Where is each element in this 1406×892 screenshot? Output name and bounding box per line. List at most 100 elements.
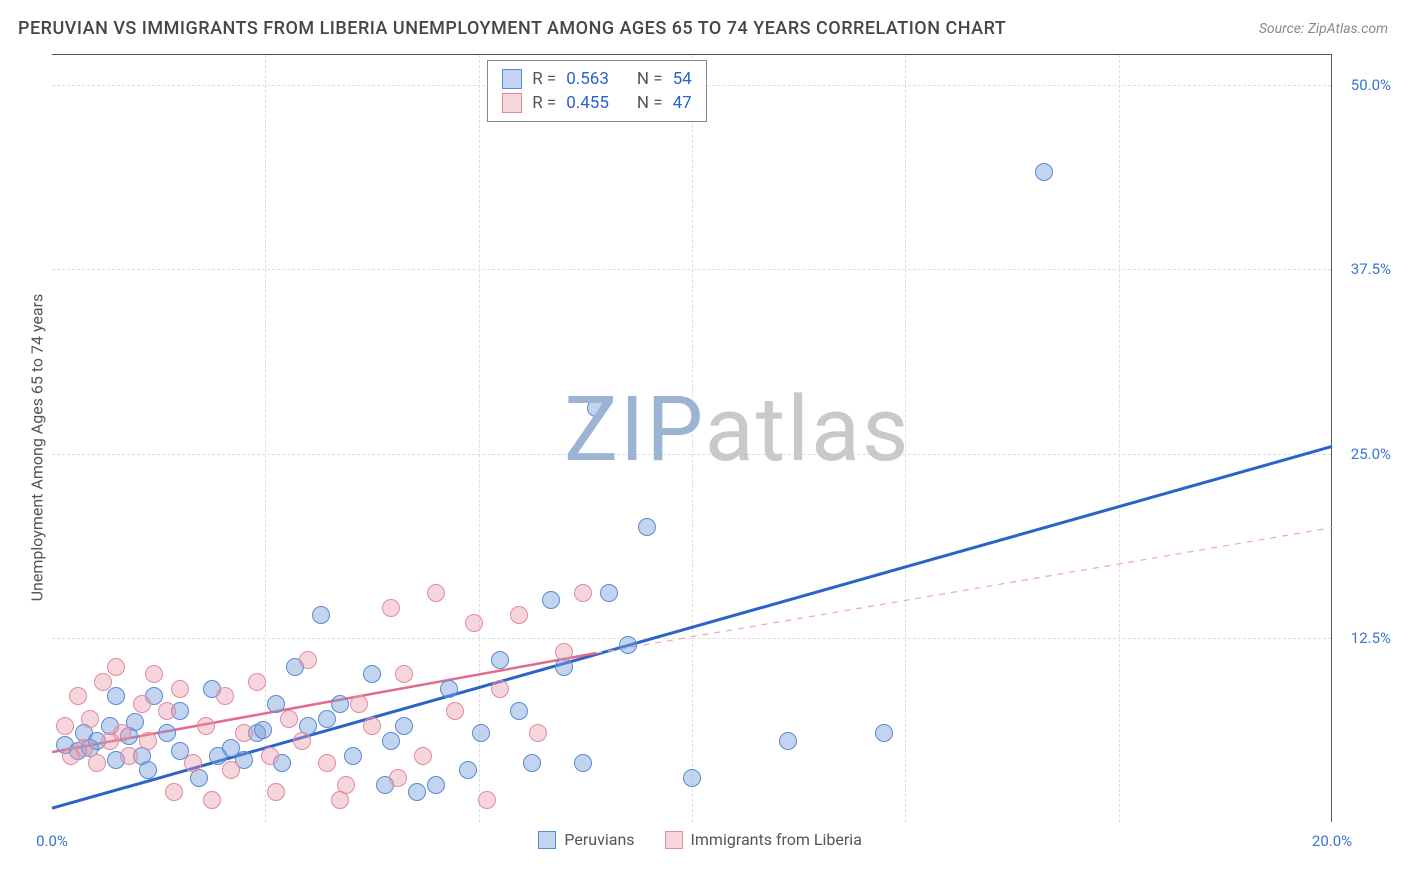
scatter-point xyxy=(139,732,157,750)
scatter-point xyxy=(491,651,509,669)
scatter-point xyxy=(165,783,183,801)
y-tick-label: 37.5% xyxy=(1336,260,1391,278)
scatter-point xyxy=(248,673,266,691)
scatter-point xyxy=(587,399,605,417)
title-bar: PERUVIAN VS IMMIGRANTS FROM LIBERIA UNEM… xyxy=(18,18,1388,39)
scatter-point xyxy=(280,710,298,728)
stat-r-value: 0.455 xyxy=(566,93,609,113)
scatter-point xyxy=(318,754,336,772)
stat-row: R = 0.563 N = 54 xyxy=(502,67,692,91)
scatter-point xyxy=(389,769,407,787)
series-legend-label: Peruvians xyxy=(564,830,634,849)
scatter-point xyxy=(638,518,656,536)
scatter-point xyxy=(344,747,362,765)
scatter-point xyxy=(600,584,618,602)
scatter-point xyxy=(574,754,592,772)
scatter-point xyxy=(472,724,490,742)
scatter-point xyxy=(363,665,381,683)
y-axis-label: Unemployment Among Ages 65 to 74 years xyxy=(28,278,47,618)
scatter-point xyxy=(107,687,125,705)
scatter-point xyxy=(203,791,221,809)
scatter-point xyxy=(446,702,464,720)
scatter-point xyxy=(216,687,234,705)
scatter-point xyxy=(261,747,279,765)
scatter-point xyxy=(382,599,400,617)
scatter-point xyxy=(318,710,336,728)
scatter-point xyxy=(139,761,157,779)
y-tick-label: 25.0% xyxy=(1336,445,1391,463)
scatter-point xyxy=(107,658,125,676)
scatter-point xyxy=(120,747,138,765)
series-legend-item: Peruvians xyxy=(538,830,634,849)
y-tick-label: 50.0% xyxy=(1336,76,1391,94)
scatter-point xyxy=(427,584,445,602)
scatter-point xyxy=(414,747,432,765)
scatter-point xyxy=(267,783,285,801)
stat-r-value: 0.563 xyxy=(566,69,609,89)
legend-swatch xyxy=(502,69,522,89)
scatter-point xyxy=(619,636,637,654)
scatter-point xyxy=(133,695,151,713)
scatter-point xyxy=(395,717,413,735)
chart-title: PERUVIAN VS IMMIGRANTS FROM LIBERIA UNEM… xyxy=(18,18,1006,39)
scatter-point xyxy=(69,687,87,705)
scatter-point xyxy=(56,717,74,735)
stat-n-value: 47 xyxy=(673,93,692,113)
stat-r-label: R = xyxy=(532,93,556,113)
scatter-point xyxy=(779,732,797,750)
scatter-point xyxy=(510,606,528,624)
series-legend-label: Immigrants from Liberia xyxy=(691,830,862,849)
source-label: Source: ZipAtlas.com xyxy=(1259,21,1388,37)
scatter-point xyxy=(81,710,99,728)
x-tick-label: 0.0% xyxy=(36,832,68,850)
scatter-point xyxy=(478,791,496,809)
scatter-point xyxy=(1035,163,1053,181)
scatter-point xyxy=(337,776,355,794)
scatter-point xyxy=(542,591,560,609)
scatter-point xyxy=(184,754,202,772)
scatter-point xyxy=(683,769,701,787)
scatter-point xyxy=(222,761,240,779)
plot-area: 12.5%25.0%37.5%50.0%0.0%20.0% xyxy=(52,54,1332,822)
scatter-point xyxy=(350,695,368,713)
series-legend-item: Immigrants from Liberia xyxy=(665,830,862,849)
scatter-point xyxy=(395,665,413,683)
scatter-point xyxy=(555,643,573,661)
scatter-point xyxy=(254,721,272,739)
legend-swatch xyxy=(502,93,522,113)
scatter-point xyxy=(459,761,477,779)
scatter-point xyxy=(113,724,131,742)
scatter-point xyxy=(171,680,189,698)
legend-swatch xyxy=(538,831,556,849)
trend-overlay xyxy=(52,55,1332,823)
scatter-point xyxy=(158,724,176,742)
stat-r-label: R = xyxy=(532,69,556,89)
scatter-point xyxy=(465,614,483,632)
scatter-point xyxy=(427,776,445,794)
scatter-point xyxy=(235,724,253,742)
scatter-point xyxy=(88,754,106,772)
scatter-point xyxy=(158,702,176,720)
scatter-point xyxy=(267,695,285,713)
legend-swatch xyxy=(665,831,683,849)
scatter-point xyxy=(197,717,215,735)
scatter-point xyxy=(94,673,112,691)
series-legend: Peruvians Immigrants from Liberia xyxy=(538,830,862,849)
stat-n-value: 54 xyxy=(673,69,692,89)
scatter-point xyxy=(574,584,592,602)
scatter-point xyxy=(363,717,381,735)
stat-legend: R = 0.563 N = 54R = 0.455 N = 47 xyxy=(487,60,707,122)
scatter-point xyxy=(299,651,317,669)
scatter-point xyxy=(875,724,893,742)
scatter-point xyxy=(293,732,311,750)
scatter-point xyxy=(510,702,528,720)
scatter-point xyxy=(75,739,93,757)
scatter-point xyxy=(312,606,330,624)
stat-n-label: N = xyxy=(637,69,663,89)
x-tick-label: 20.0% xyxy=(1312,832,1352,850)
y-tick-label: 12.5% xyxy=(1336,629,1391,647)
scatter-point xyxy=(408,783,426,801)
stat-row: R =0.455N =47 xyxy=(502,91,692,115)
scatter-point xyxy=(491,680,509,698)
scatter-point xyxy=(440,680,458,698)
